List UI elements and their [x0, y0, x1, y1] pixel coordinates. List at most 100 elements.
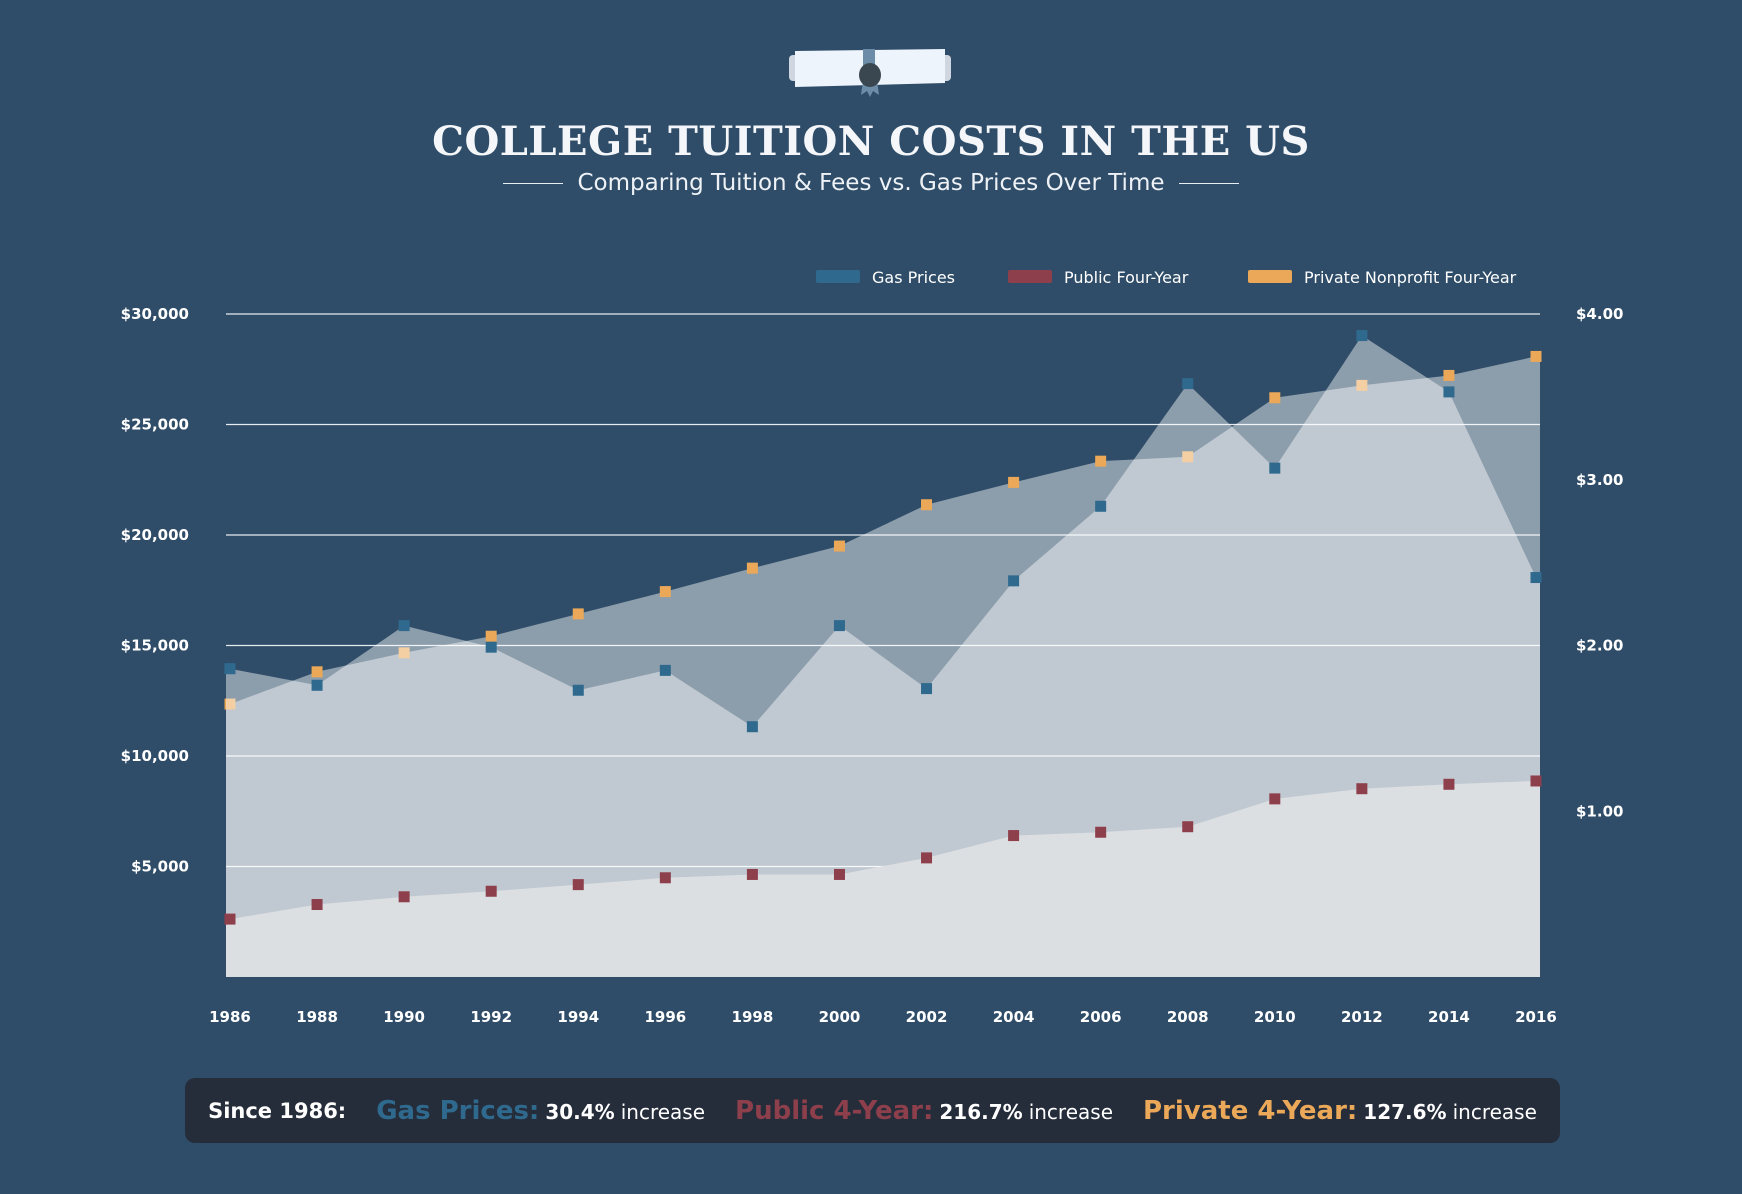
x-axis-tick-label: 2002: [906, 1008, 948, 1026]
left-axis-tick-label: $25,000: [121, 416, 189, 434]
x-axis-tick-label: 1990: [383, 1008, 425, 1026]
x-axis-tick-label: 1998: [732, 1008, 774, 1026]
gas-point: [659, 664, 671, 676]
left-axis-tick-label: $20,000: [121, 526, 189, 544]
x-axis-tick-label: 2008: [1167, 1008, 1209, 1026]
private-point: [921, 499, 933, 511]
right-axis-tick-label: $2.00: [1576, 637, 1623, 655]
private-point: [746, 562, 758, 574]
right-axis-tick-label: $1.00: [1576, 802, 1623, 820]
x-axis-tick-label: 1988: [296, 1008, 338, 1026]
page-title: COLLEGE TUITION COSTS IN THE US: [432, 118, 1310, 165]
legend: Gas Prices Public Four-Year Private Nonpro…: [816, 268, 1517, 287]
summary-public-suffix: increase: [1028, 1099, 1113, 1124]
private-point: [485, 630, 497, 642]
gas-point: [833, 620, 845, 632]
x-axis-tick-label: 2014: [1428, 1008, 1470, 1026]
public-point: [572, 879, 584, 891]
left-axis-tick-label: $30,000: [121, 305, 189, 323]
gas-point: [311, 679, 323, 691]
summary-private: Private 4-Year: 127.6% increase: [1143, 1096, 1537, 1126]
gas-point: [1269, 462, 1281, 474]
private-point: [1356, 379, 1368, 391]
gas-point: [1095, 500, 1107, 512]
summary-gas-label: Gas Prices:: [376, 1095, 540, 1126]
summary-public-value: 216.7%: [939, 1099, 1023, 1124]
public-point: [485, 885, 497, 897]
private-point: [833, 540, 845, 552]
gas-point: [1356, 330, 1368, 342]
gas-point: [1530, 572, 1542, 584]
summary-private-value: 127.6%: [1363, 1099, 1447, 1124]
public-point: [1269, 793, 1281, 805]
left-axis-tick-label: $15,000: [121, 637, 189, 655]
public-point: [921, 852, 933, 864]
x-axis-tick-label: 2012: [1341, 1008, 1383, 1026]
gas-point: [746, 721, 758, 733]
legend-swatch: [1008, 270, 1052, 283]
legend-swatch: [1248, 270, 1292, 283]
public-point: [1443, 778, 1455, 790]
gas-point: [398, 620, 410, 632]
gas-point: [224, 663, 236, 675]
x-axis-tick-label: 2006: [1080, 1008, 1122, 1026]
summary-lead: Since 1986:: [208, 1098, 347, 1123]
public-point: [1530, 775, 1542, 787]
public-point: [1095, 826, 1107, 838]
public-point: [398, 891, 410, 903]
private-point: [1182, 451, 1194, 463]
left-axis-tick-label: $10,000: [121, 747, 189, 765]
summary-gas: Gas Prices: 30.4% increase: [376, 1096, 705, 1126]
private-point: [572, 608, 584, 620]
private-point: [1443, 369, 1455, 381]
right-axis-tick-label: $3.00: [1576, 471, 1623, 489]
left-axis-tick-label: $5,000: [131, 858, 189, 876]
summary-gas-value: 30.4%: [545, 1099, 615, 1124]
private-point: [311, 666, 323, 678]
x-axis-tick-label: 2004: [993, 1008, 1035, 1026]
private-point: [1008, 476, 1020, 488]
chart-areas: [224, 330, 1542, 977]
summary-public-label: Public 4-Year:: [735, 1095, 934, 1126]
gas-point: [921, 683, 933, 695]
legend-label: Public Four-Year: [1064, 268, 1189, 287]
diploma-scroll-icon: [789, 49, 951, 97]
subtitle-rule-right: [1178, 182, 1239, 184]
gas-point: [1008, 575, 1020, 587]
gas-point: [485, 641, 497, 653]
summary-gas-suffix: increase: [620, 1099, 706, 1124]
public-point: [833, 868, 845, 880]
right-axis-tick-label: $4.00: [1576, 305, 1623, 323]
page-subtitle: Comparing Tuition & Fees vs. Gas Prices …: [577, 170, 1165, 196]
x-axis-tick-label: 2016: [1515, 1008, 1557, 1026]
public-point: [1008, 830, 1020, 842]
summary-private-label: Private 4-Year:: [1143, 1095, 1358, 1126]
private-point: [1269, 392, 1281, 404]
x-axis-tick-label: 2010: [1254, 1008, 1296, 1026]
private-point: [1530, 350, 1542, 362]
summary-private-suffix: increase: [1452, 1099, 1537, 1124]
private-point: [224, 698, 236, 710]
subtitle-rule-left: [503, 182, 564, 184]
x-axis-tick-label: 2000: [819, 1008, 861, 1026]
private-point: [659, 586, 671, 598]
gas-area: [226, 335, 1540, 977]
legend-label: Private Nonprofit Four-Year: [1304, 268, 1517, 287]
legend-swatch: [816, 270, 860, 283]
public-point: [224, 913, 236, 925]
axes: $5,000 $10,000 $15,000 $20,000 $25,000 $30,00…: [121, 305, 1624, 1026]
private-point: [398, 647, 410, 659]
x-axis-tick-label: 1992: [470, 1008, 512, 1026]
summary-bar: Since 1986: Gas Prices: 30.4% increase P…: [185, 1078, 1560, 1143]
public-area: [226, 780, 1540, 977]
x-axis-tick-label: 1994: [557, 1008, 599, 1026]
gas-point: [1443, 386, 1455, 398]
gas-point: [1182, 378, 1194, 390]
public-point: [746, 868, 758, 880]
tuition-area-chart: $5,000 $10,000 $15,000 $20,000 $25,000 $30,00…: [121, 268, 1624, 1026]
public-point: [659, 872, 671, 884]
x-axis-tick-label: 1986: [209, 1008, 251, 1026]
x-axis-tick-label: 1996: [644, 1008, 686, 1026]
subtitle-row: Comparing Tuition & Fees vs. Gas Prices …: [0, 170, 1742, 196]
legend-label: Gas Prices: [872, 268, 955, 287]
